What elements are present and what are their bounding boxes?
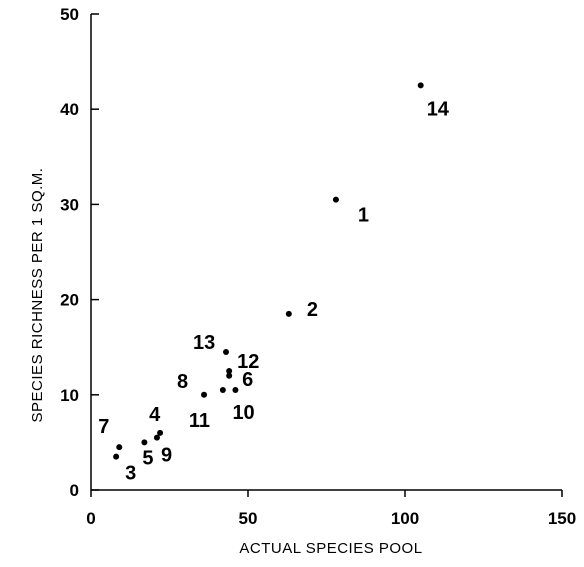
point-label: 4 <box>149 404 161 426</box>
point-label: 12 <box>237 351 259 373</box>
ticks: 0 50 100 150 0 10 20 30 40 50 <box>60 5 576 528</box>
point-label: 13 <box>193 332 215 354</box>
x-tick-label: 50 <box>239 509 258 528</box>
x-axis-title: ACTUAL SPECIES POOL <box>239 540 422 557</box>
y-tick-label: 20 <box>60 291 79 310</box>
data-point <box>332 196 339 203</box>
point-label: 6 <box>242 369 253 391</box>
y-tick-label: 10 <box>60 386 79 405</box>
data-points <box>113 82 424 460</box>
data-point <box>226 372 233 379</box>
point-label: 14 <box>427 98 450 120</box>
data-point <box>232 387 239 394</box>
data-point <box>201 391 208 398</box>
data-point <box>153 434 160 441</box>
data-point <box>157 429 164 436</box>
point-label: 3 <box>125 463 136 485</box>
y-axis-title: SPECIES RICHNESS PER 1 SQ.M. <box>29 168 46 423</box>
data-point <box>116 444 123 451</box>
y-tick-label: 0 <box>70 481 79 500</box>
point-label: 10 <box>232 402 254 424</box>
data-point <box>285 310 292 317</box>
point-label: 1 <box>358 205 369 227</box>
data-point <box>226 368 233 374</box>
y-tick-label: 50 <box>60 5 79 24</box>
data-point <box>113 453 120 460</box>
point-label: 9 <box>161 445 172 467</box>
x-tick-label: 0 <box>86 509 95 528</box>
axes <box>90 14 562 491</box>
x-tick-label: 150 <box>548 509 576 528</box>
point-label: 11 <box>189 410 210 432</box>
point-label: 2 <box>307 299 318 321</box>
data-point <box>223 348 230 355</box>
point-label: 8 <box>177 371 188 393</box>
data-point <box>417 82 424 89</box>
point-label: 5 <box>142 447 153 469</box>
y-tick-label: 30 <box>60 195 79 214</box>
y-tick-label: 40 <box>60 100 79 119</box>
point-label: 7 <box>98 416 109 438</box>
data-point <box>141 439 148 446</box>
x-tick-label: 100 <box>391 509 419 528</box>
data-point <box>219 387 226 394</box>
